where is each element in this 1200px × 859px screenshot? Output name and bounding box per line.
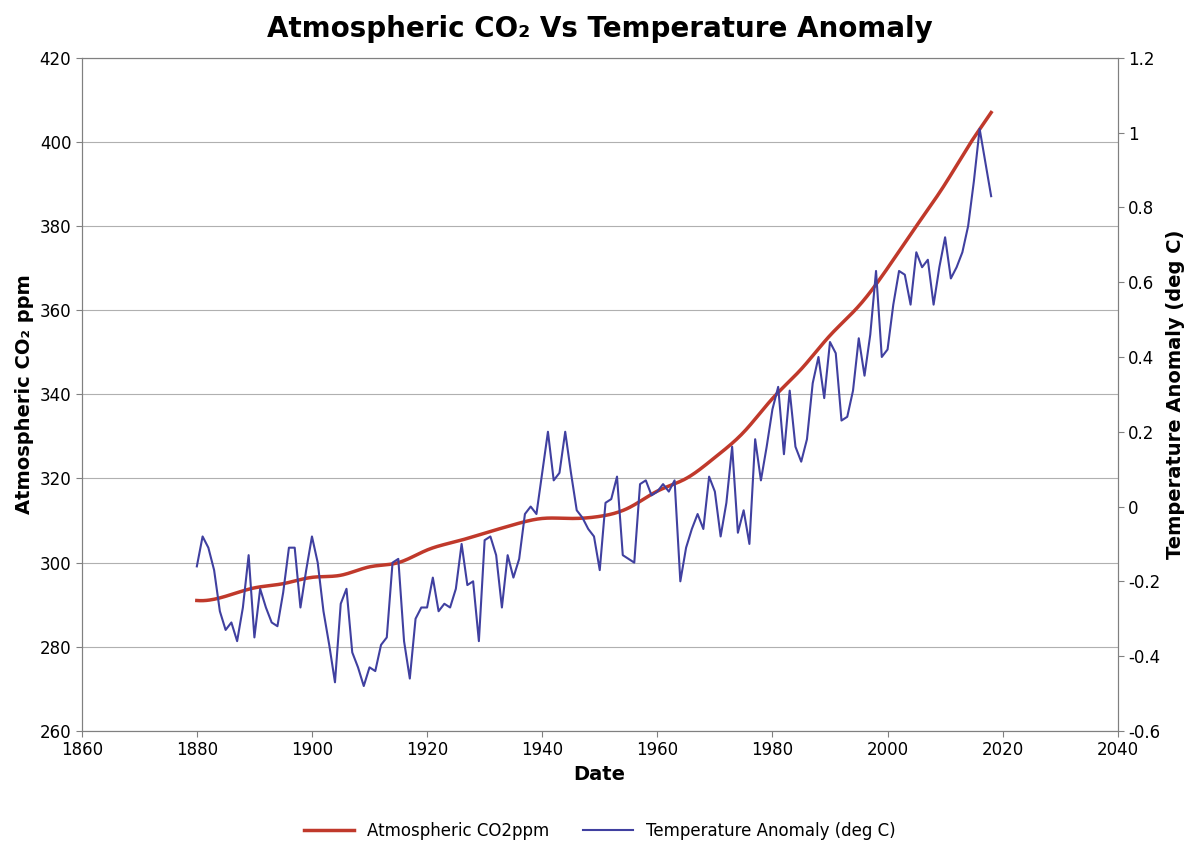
Temperature Anomaly (deg C): [202, 543, 216, 553]
Line: Temperature Anomaly (deg C): Temperature Anomaly (deg C): [197, 129, 991, 686]
Atmospheric CO2ppm: [194, 595, 209, 606]
Temperature Anomaly (deg C): [356, 681, 371, 691]
Atmospheric CO2ppm: [574, 513, 588, 523]
Temperature Anomaly (deg C): [702, 472, 716, 482]
Atmospheric CO2ppm: [984, 107, 998, 118]
Line: Atmospheric CO2ppm: Atmospheric CO2ppm: [197, 113, 991, 600]
Atmospheric CO2ppm: [622, 503, 636, 513]
Title: Atmospheric CO₂ Vs Temperature Anomaly: Atmospheric CO₂ Vs Temperature Anomaly: [266, 15, 932, 43]
Temperature Anomaly (deg C): [978, 157, 992, 168]
Y-axis label: Atmospheric CO₂ ppm: Atmospheric CO₂ ppm: [14, 275, 34, 515]
Legend: Atmospheric CO2ppm, Temperature Anomaly (deg C): Atmospheric CO2ppm, Temperature Anomaly …: [298, 815, 902, 846]
Temperature Anomaly (deg C): [644, 490, 659, 501]
X-axis label: Date: Date: [574, 765, 625, 784]
Atmospheric CO2ppm: [842, 311, 857, 321]
Y-axis label: Temperature Anomaly (deg C): Temperature Anomaly (deg C): [1166, 229, 1186, 559]
Temperature Anomaly (deg C): [190, 561, 204, 571]
Atmospheric CO2ppm: [966, 133, 980, 143]
Temperature Anomaly (deg C): [972, 124, 986, 134]
Atmospheric CO2ppm: [569, 514, 583, 524]
Atmospheric CO2ppm: [190, 595, 204, 606]
Atmospheric CO2ppm: [664, 480, 678, 490]
Temperature Anomaly (deg C): [196, 532, 210, 542]
Temperature Anomaly (deg C): [984, 191, 998, 201]
Temperature Anomaly (deg C): [610, 472, 624, 482]
